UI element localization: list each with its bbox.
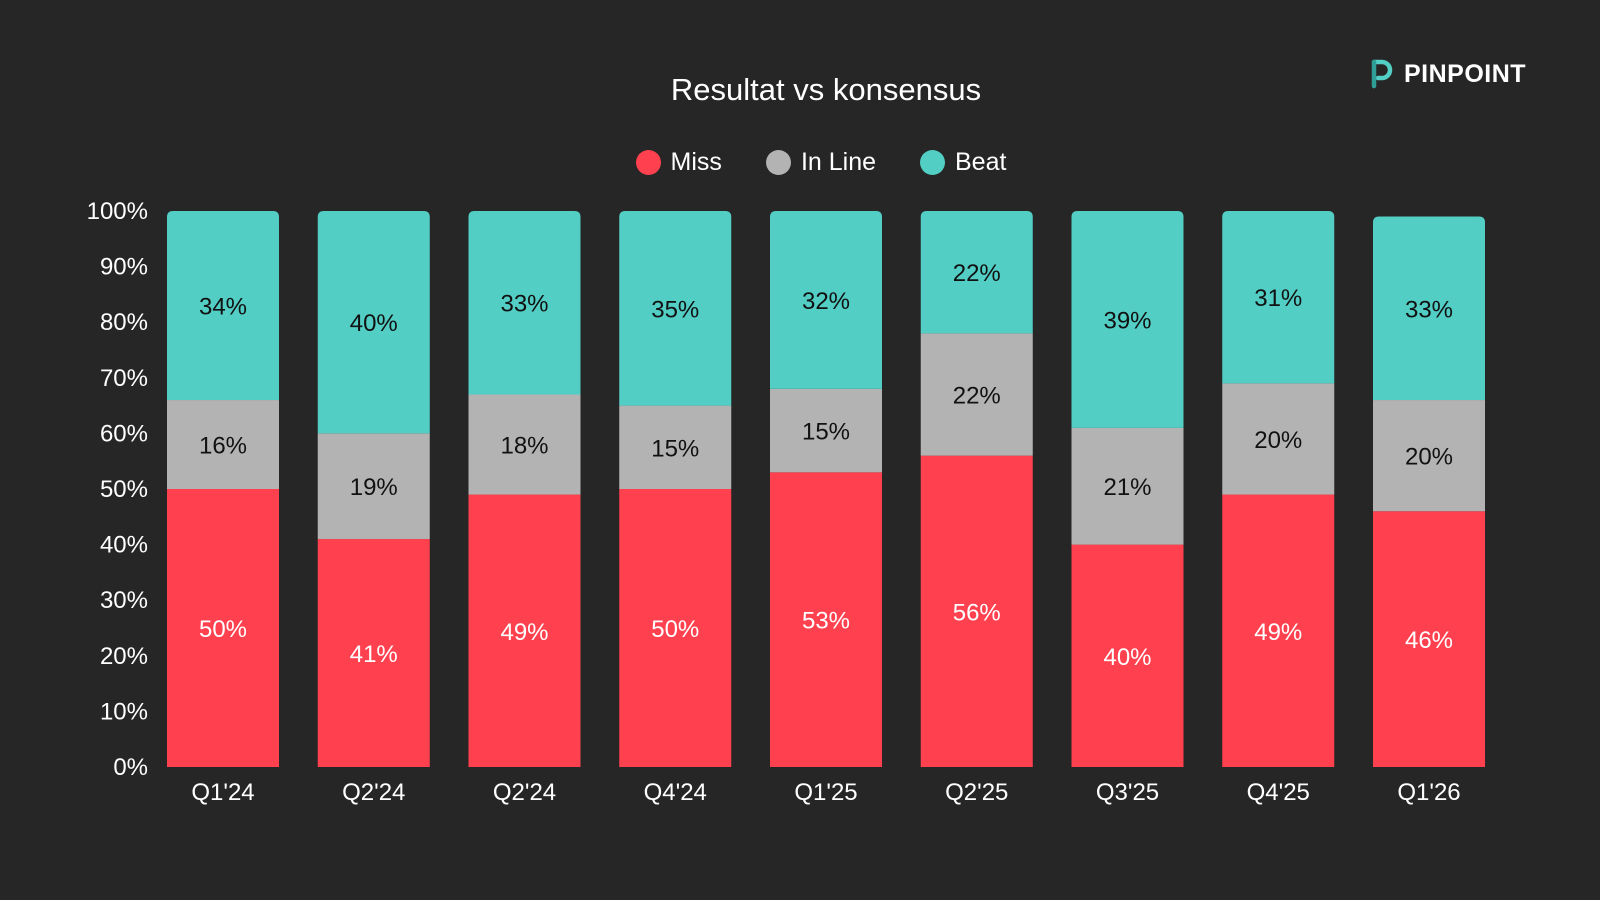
y-tick-label: 10%	[100, 698, 148, 725]
bar-segment-in-line	[619, 405, 732, 489]
data-label-in-line: 19%	[350, 474, 398, 501]
y-tick-label: 40%	[100, 532, 148, 559]
chart-title: Resultat vs konsensus	[670, 72, 982, 107]
data-label-in-line: 22%	[953, 382, 1001, 409]
bar-segment-beat	[1373, 216, 1485, 401]
data-label-miss: 53%	[802, 608, 850, 635]
y-tick-label: 60%	[100, 420, 148, 447]
bar-segment-miss	[920, 455, 1033, 767]
y-tick-label: 20%	[100, 643, 148, 670]
data-label-miss: 50%	[651, 616, 699, 643]
bar-segment-in-line	[1373, 400, 1485, 512]
bar-segment-beat	[920, 211, 1033, 334]
y-tick-label: 80%	[100, 309, 148, 336]
y-tick-label: 90%	[100, 254, 148, 281]
bar-segment-beat	[468, 211, 581, 395]
bar-segment-beat	[619, 211, 732, 406]
data-label-beat: 31%	[1254, 285, 1302, 312]
x-tick-label: Q1'24	[191, 779, 254, 806]
data-label-miss: 49%	[500, 619, 548, 646]
data-label-miss: 40%	[1103, 644, 1151, 671]
chart-legend: Miss In Line Beat	[0, 148, 1600, 177]
bar-segment-beat	[167, 211, 279, 401]
x-tick-label: Q2'25	[945, 779, 1008, 806]
legend-swatch-beat	[920, 150, 945, 175]
bar-segment-in-line	[468, 394, 581, 495]
bar-segment-beat	[1071, 211, 1184, 428]
x-tick-label: Q3'25	[1096, 779, 1159, 806]
x-tick-label: Q2'24	[342, 779, 405, 806]
y-tick-label: 100%	[87, 198, 148, 225]
bar-segment-miss	[770, 472, 882, 767]
legend-swatch-miss	[635, 150, 661, 175]
y-tick-label: 30%	[100, 587, 148, 614]
bar-segment-miss	[468, 494, 581, 767]
x-tick-label: Q4'25	[1247, 779, 1310, 806]
data-label-beat: 33%	[500, 291, 548, 318]
bar-segment-in-line	[1071, 427, 1184, 545]
legend-label-in-line: In Line	[800, 148, 876, 176]
bar-segment-in-line	[1222, 383, 1335, 495]
data-label-in-line: 15%	[802, 419, 850, 446]
x-tick-label: Q4'24	[644, 779, 707, 806]
data-label-miss: 50%	[199, 616, 247, 643]
bar-segment-in-line	[920, 333, 1033, 456]
y-tick-label: 0%	[113, 754, 148, 781]
data-label-miss: 49%	[1254, 619, 1302, 646]
data-label-miss: 41%	[350, 641, 398, 668]
legend-item-beat: Beat	[920, 148, 1006, 177]
data-label-in-line: 16%	[199, 433, 247, 460]
data-label-beat: 33%	[1405, 296, 1453, 323]
data-label-beat: 34%	[199, 294, 247, 321]
bar-segment-beat	[317, 211, 430, 434]
bar-segment-in-line	[770, 388, 882, 473]
data-label-beat: 22%	[953, 260, 1001, 287]
legend-item-in-line: In Line	[765, 148, 876, 177]
bar-segment-miss	[619, 489, 732, 767]
y-tick-label: 70%	[100, 365, 148, 392]
data-label-in-line: 15%	[651, 435, 699, 462]
data-label-in-line: 21%	[1103, 474, 1151, 501]
data-label-in-line: 18%	[500, 433, 548, 460]
bar-segment-miss	[167, 489, 279, 767]
bar-segment-in-line	[167, 400, 279, 489]
pinpoint-logo-icon	[1371, 59, 1393, 89]
bar-segment-beat	[1222, 211, 1335, 384]
bar-segment-miss	[317, 539, 430, 767]
legend-label-beat: Beat	[955, 148, 1007, 176]
bar-segment-miss	[1222, 494, 1335, 767]
brand-name: PINPOINT	[1404, 59, 1527, 88]
data-label-miss: 46%	[1405, 627, 1453, 654]
data-label-beat: 32%	[802, 288, 850, 315]
x-tick-label: Q1'26	[1397, 779, 1460, 806]
y-tick-label: 50%	[100, 476, 148, 503]
x-tick-label: Q2'24	[493, 779, 556, 806]
data-label-beat: 39%	[1103, 307, 1151, 334]
legend-swatch-in-line	[765, 150, 791, 175]
legend-label-miss: Miss	[670, 148, 722, 176]
bar-segment-in-line	[317, 433, 430, 540]
data-label-in-line: 20%	[1254, 427, 1302, 454]
bar-segment-miss	[1373, 511, 1485, 767]
brand-logo: PINPOINT	[1368, 56, 1526, 92]
legend-item-miss: Miss	[635, 148, 722, 177]
data-label-in-line: 20%	[1405, 444, 1453, 471]
bar-segment-miss	[1071, 544, 1184, 767]
data-label-beat: 40%	[350, 310, 398, 337]
data-label-beat: 35%	[651, 296, 699, 323]
bar-segment-beat	[770, 211, 882, 389]
x-tick-label: Q1'25	[794, 779, 857, 806]
data-label-miss: 56%	[953, 599, 1001, 626]
